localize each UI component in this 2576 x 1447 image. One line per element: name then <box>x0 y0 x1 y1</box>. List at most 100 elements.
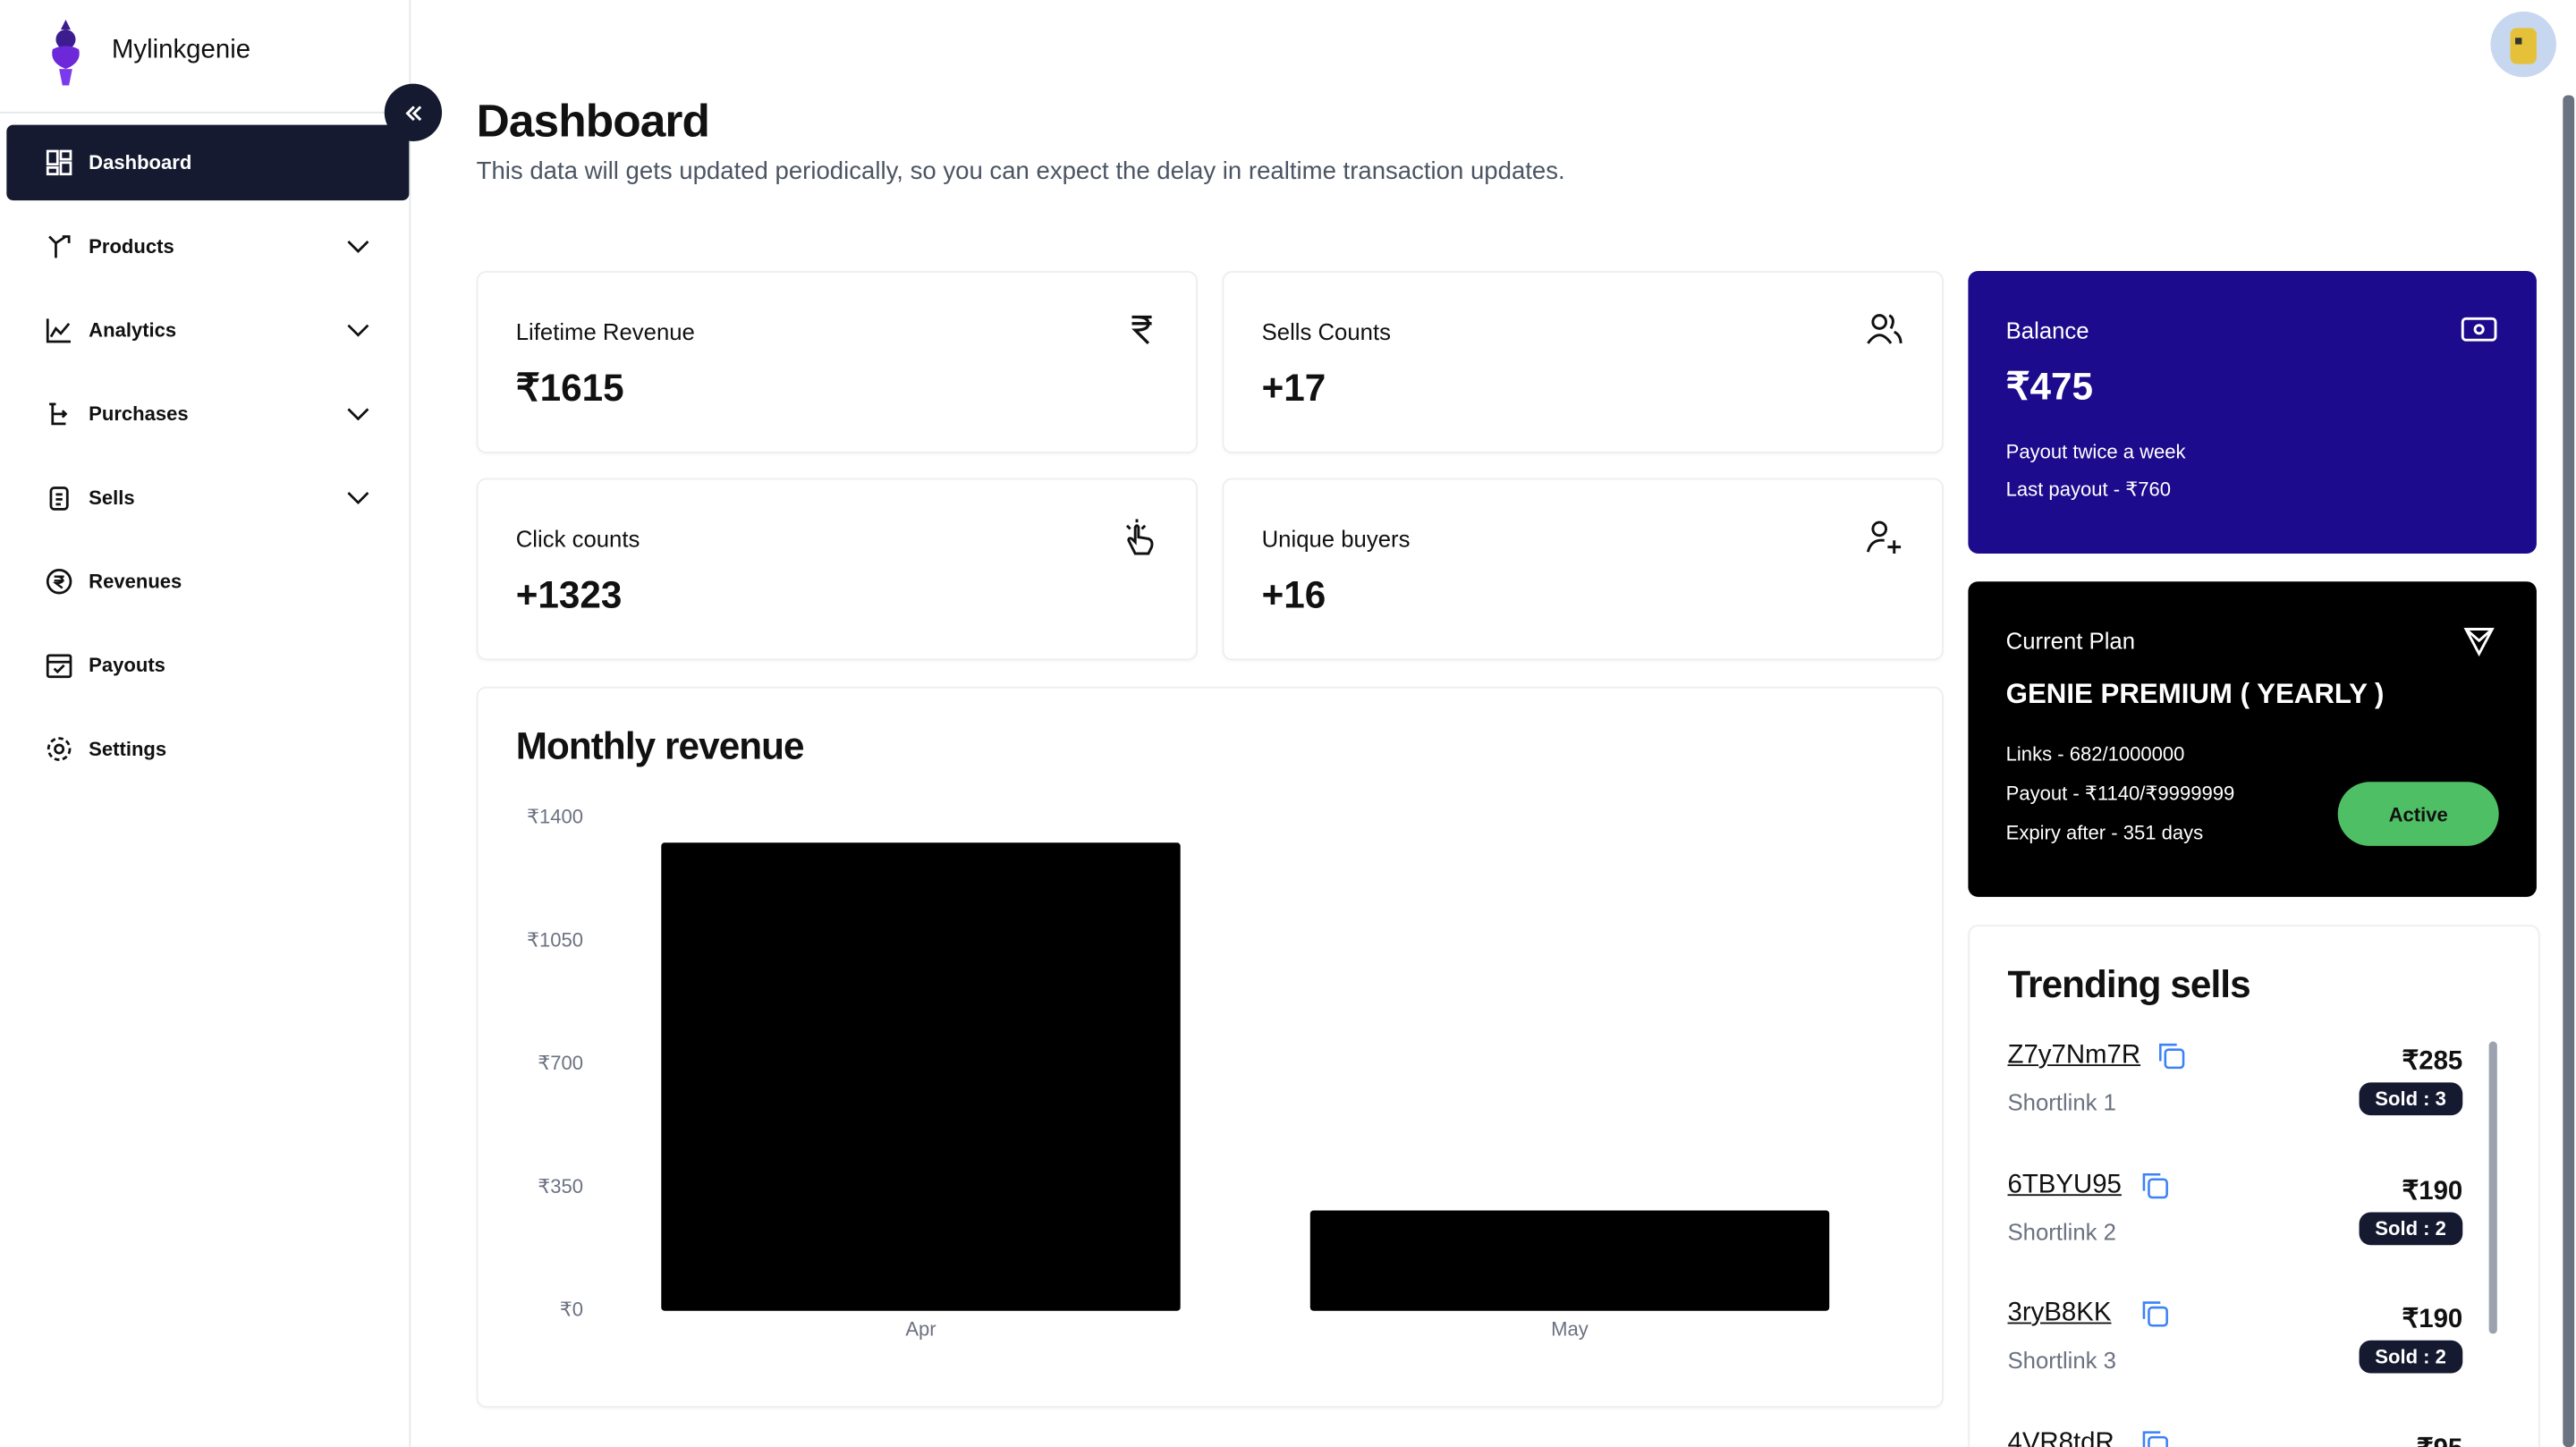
y-tick-label: ₹1050 <box>527 928 583 951</box>
copy-icon[interactable] <box>2141 1172 2168 1198</box>
chevron <box>347 408 369 421</box>
logo <box>52 20 80 86</box>
copy-icon[interactable] <box>2141 1301 2168 1327</box>
page-title: Dashboard <box>476 95 710 147</box>
plan-detail: Links - 682/1000000 <box>2005 742 2185 766</box>
x-tick-label: Apr <box>905 1318 936 1341</box>
stat-value: +1323 <box>515 573 623 616</box>
nav-label: Revenues <box>89 570 182 594</box>
balance-value: ₹475 <box>2005 364 2094 408</box>
icon <box>404 105 421 121</box>
chart: ₹0 ₹350 ₹700 ₹1050 ₹1400 Apr May <box>527 806 1830 1341</box>
click-icon <box>1125 519 1154 555</box>
nav-item[interactable]: Sells <box>6 460 409 535</box>
copy-shape <box>2141 1301 2160 1319</box>
bar <box>1309 1210 1830 1311</box>
page-subtitle: This data will gets updated periodically… <box>476 157 1565 186</box>
price: ₹190 <box>2402 1177 2463 1206</box>
nav-label: Analytics <box>89 318 177 343</box>
nav-label: Sells <box>89 486 135 510</box>
nav-icon <box>46 318 71 343</box>
avatar[interactable] <box>2490 11 2556 78</box>
sold-badge: Sold : 3 <box>2358 1082 2463 1116</box>
copy-icon[interactable] <box>2141 1430 2168 1447</box>
stat-value: +17 <box>1261 366 1326 410</box>
chevron-path <box>347 492 369 504</box>
divider <box>0 111 410 114</box>
sold-badge: Sold : 2 <box>2358 1340 2463 1374</box>
nav-item[interactable]: Purchases <box>6 377 409 452</box>
y-tick-label: ₹700 <box>538 1052 583 1074</box>
rupee-icon <box>1131 315 1152 345</box>
nav-item[interactable]: Analytics <box>6 292 409 368</box>
y-tick-label: ₹350 <box>538 1175 583 1197</box>
plan-detail: Payout - ₹1140/₹9999999 <box>2005 782 2235 805</box>
copy-icon[interactable] <box>2158 1043 2185 1070</box>
plan-detail: Expiry after - 351 days <box>2005 821 2204 845</box>
chevron-path <box>347 324 369 337</box>
trending-card: Trending sells Z7y7Nm7R ₹285 Shortlink 1 So… <box>1968 925 2540 1447</box>
plan-icon <box>2463 627 2495 657</box>
stat-label: Sells Counts <box>1261 318 1391 345</box>
chevron <box>347 492 369 504</box>
nav-icon <box>49 402 68 426</box>
shortlink-code[interactable]: 4VR8tdR <box>2007 1428 2114 1447</box>
nav-item[interactable]: Payouts <box>6 628 409 703</box>
balance-note: Payout twice a week <box>2005 440 2186 463</box>
stat-card: Click counts +1323 <box>476 478 1198 661</box>
nav-icon <box>46 654 72 679</box>
plan-name: GENIE PREMIUM ( YEARLY ) <box>2005 678 2385 710</box>
bar <box>661 842 1181 1311</box>
stat-card: Unique buyers +16 <box>1222 478 1944 661</box>
nav-item[interactable]: Revenues <box>6 544 409 619</box>
nav-item[interactable]: Settings <box>6 711 409 786</box>
copy-shape <box>2147 1434 2168 1447</box>
chevron <box>347 324 369 337</box>
trending-title: Trending sells <box>2007 962 2250 1006</box>
x-tick-label: May <box>1551 1318 1589 1341</box>
page-scrollbar[interactable] <box>2563 95 2575 1447</box>
sidebar: Mylinkgenie Dashboard Products Analytics Pu… <box>0 0 411 1447</box>
nav-item[interactable]: Dashboard <box>6 124 410 201</box>
nav-label: Dashboard <box>89 150 192 174</box>
y-tick-label: ₹1400 <box>527 806 583 828</box>
stat-value: ₹1615 <box>515 366 624 410</box>
nav-label: Products <box>89 234 174 258</box>
copy-shape <box>2147 1306 2168 1327</box>
users-icon <box>1867 314 1902 344</box>
balance-note: Last payout - ₹760 <box>2005 478 2172 502</box>
copy-shape <box>2147 1177 2168 1198</box>
nav-icon <box>46 568 72 595</box>
copy-shape <box>2141 1430 2160 1447</box>
status-button[interactable]: Active <box>2337 782 2499 846</box>
shortlink-code[interactable]: 6TBYU95 <box>2007 1170 2122 1198</box>
chevron <box>347 241 369 253</box>
copy-shape <box>2159 1043 2177 1062</box>
shortlink-name: Shortlink 1 <box>2007 1088 2117 1116</box>
price: ₹190 <box>2402 1306 2463 1334</box>
stat-label: Unique buyers <box>1261 525 1411 553</box>
nav-icon <box>49 487 69 511</box>
price: ₹95 <box>2417 1432 2462 1447</box>
nav-icon <box>46 149 72 176</box>
nav-item[interactable]: Products <box>6 208 409 283</box>
stat-card: Lifetime Revenue ₹1615 <box>476 271 1198 453</box>
nav-icon <box>48 235 71 258</box>
brand-name: Mylinkgenie <box>111 36 251 64</box>
nav-label: Purchases <box>89 402 189 426</box>
copy-shape <box>2164 1048 2185 1070</box>
stat-label: Lifetime Revenue <box>515 318 695 345</box>
chevron-path <box>347 241 369 253</box>
user-plus-icon <box>1866 520 1902 554</box>
nav-label: Settings <box>89 737 167 761</box>
cash-icon <box>2461 317 2497 342</box>
price: ₹285 <box>2402 1047 2463 1077</box>
scrollbar[interactable] <box>2488 1041 2497 1334</box>
shortlink-code[interactable]: 3ryB8KK <box>2007 1299 2112 1328</box>
copy-shape <box>2141 1172 2160 1190</box>
collapse-button[interactable] <box>384 83 443 141</box>
stat-card: Sells Counts +17 <box>1222 271 1944 453</box>
shortlink-code[interactable]: Z7y7Nm7R <box>2007 1041 2141 1070</box>
balance-card: Balance ₹475 Payout twice a week Last pa… <box>1968 271 2537 554</box>
shortlink-name: Shortlink 3 <box>2007 1347 2117 1374</box>
